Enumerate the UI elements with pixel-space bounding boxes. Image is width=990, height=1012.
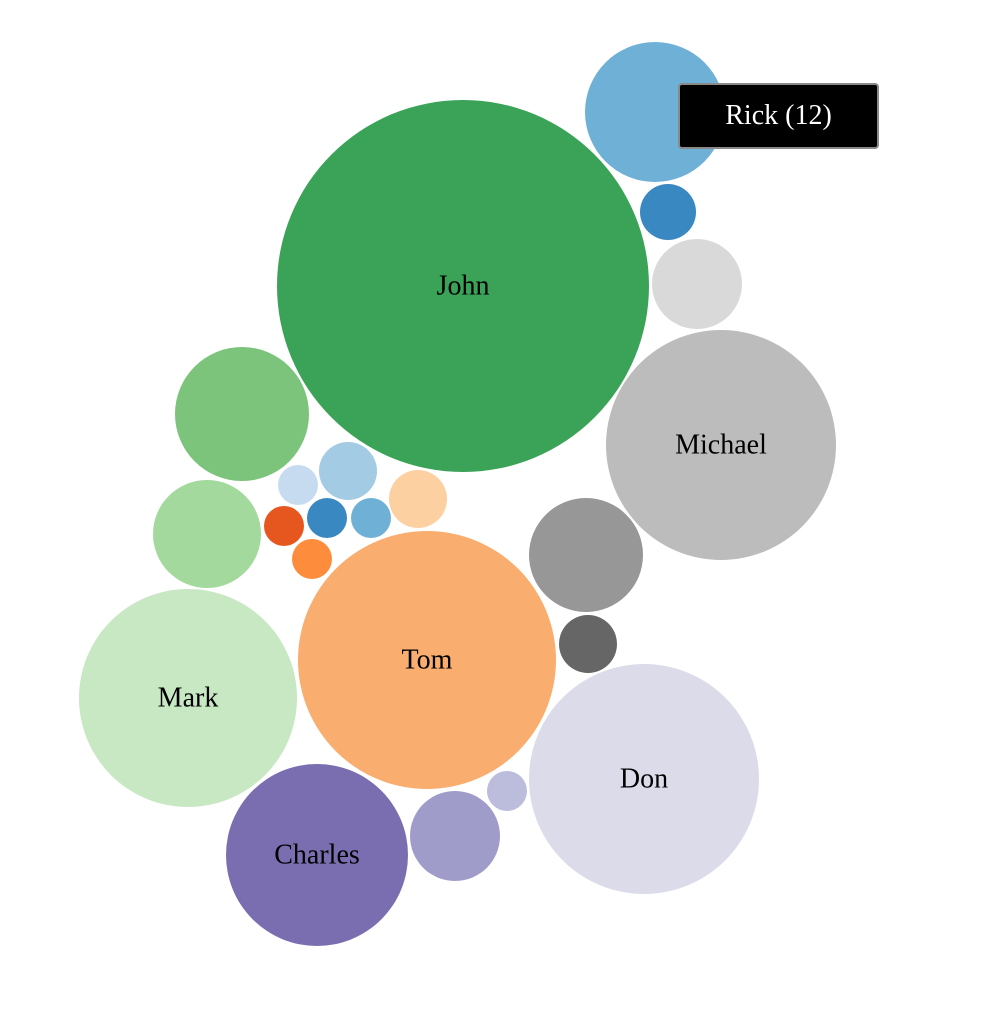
bubble-label-tom: Tom (402, 645, 453, 676)
bubble-unlabeled-18[interactable] (351, 498, 391, 538)
bubble-unlabeled-17[interactable] (307, 498, 347, 538)
bubble-mark[interactable] (79, 589, 297, 807)
bubble-unlabeled-21[interactable] (292, 539, 332, 579)
bubble-unlabeled-8[interactable] (175, 347, 309, 481)
bubble-john[interactable] (277, 100, 649, 472)
bubble-tooltip: Rick (12) (678, 83, 879, 149)
bubble-label-michael: Michael (675, 430, 767, 461)
bubble-unlabeled-9[interactable] (529, 498, 643, 612)
bubble-label-john: John (437, 271, 490, 302)
bubble-unlabeled-22[interactable] (487, 771, 527, 811)
bubble-unlabeled-19[interactable] (278, 465, 318, 505)
bubble-label-mark: Mark (158, 683, 219, 714)
bubble-michael[interactable] (606, 330, 836, 560)
bubble-unlabeled-12[interactable] (652, 239, 742, 329)
bubble-tom[interactable] (298, 531, 556, 789)
bubble-label-charles: Charles (274, 840, 360, 871)
bubble-unlabeled-13[interactable] (319, 442, 377, 500)
bubble-unlabeled-10[interactable] (153, 480, 261, 588)
bubble-unlabeled-15[interactable] (559, 615, 617, 673)
bubble-don[interactable] (529, 664, 759, 894)
bubble-unlabeled-14[interactable] (389, 470, 447, 528)
bubble-label-don: Don (620, 764, 668, 795)
bubble-unlabeled-20[interactable] (264, 506, 304, 546)
bubble-unlabeled-11[interactable] (410, 791, 500, 881)
bubble-unlabeled-16[interactable] (640, 184, 696, 240)
bubble-charles[interactable] (226, 764, 408, 946)
